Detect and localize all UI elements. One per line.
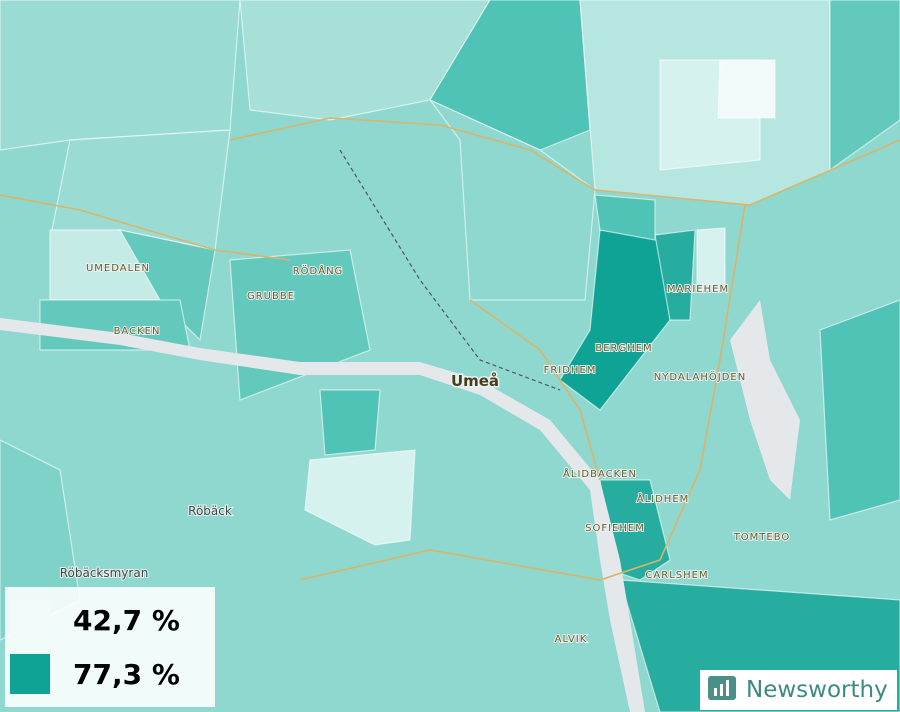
lake — [730, 300, 800, 500]
region — [654, 229, 696, 321]
place-label: NYDALAHÖJDEN — [654, 370, 746, 383]
region — [239, 0, 491, 121]
place-label: SOFIEHEM — [585, 523, 645, 534]
place-labels: Umeå UMEDALEN BACKEN RÖDÅNG GRUBBE MARIE… — [59, 262, 791, 646]
place-label: UMEDALEN — [86, 263, 150, 274]
place-label: GRUBBE — [247, 291, 295, 302]
place-label: RÖDÅNG — [293, 264, 344, 277]
place-label: TOMTEBO — [733, 532, 791, 543]
lakes — [0, 300, 800, 712]
region — [429, 0, 591, 151]
region — [594, 194, 656, 241]
icon-bar — [726, 680, 729, 696]
legend-rows: 42,7 % 77,3 % — [5, 599, 215, 695]
region — [0, 0, 241, 151]
legend-row: 77,3 % — [10, 653, 215, 695]
region — [829, 0, 900, 172]
road — [0, 194, 291, 261]
place-label: MARIEHEM — [667, 284, 729, 295]
brand-icon — [708, 676, 736, 700]
roads — [0, 117, 900, 581]
brand-name: Newsworthy — [746, 677, 888, 703]
region — [118, 229, 216, 342]
place-label: Röbäcksmyran — [60, 566, 149, 580]
place-label: FRIDHEM — [544, 365, 597, 376]
region — [429, 99, 596, 301]
legend-swatch — [10, 600, 50, 640]
icon-bar — [720, 684, 723, 696]
place-label: ÅLIDBACKEN — [563, 467, 637, 480]
road — [299, 204, 746, 581]
place-label: BERGHEM — [595, 343, 652, 354]
place-label: ALVIK — [555, 634, 588, 645]
brand-logo: Newsworthy — [700, 670, 897, 710]
legend: 42,7 % 77,3 % — [5, 587, 215, 707]
place-label: ÅLIDHEM — [637, 492, 690, 505]
legend-label: 77,3 % — [73, 657, 180, 691]
road — [469, 299, 601, 481]
place-label: Umeå — [451, 372, 499, 390]
road — [229, 117, 900, 206]
place-label: CARLSHEM — [645, 570, 708, 581]
region — [304, 449, 416, 546]
railway — [339, 149, 561, 391]
region — [717, 59, 776, 119]
place-label: Röbäck — [188, 504, 232, 518]
region — [819, 299, 900, 521]
region — [319, 389, 381, 456]
legend-label: 42,7 % — [73, 603, 180, 637]
legend-swatch — [10, 654, 50, 694]
icon-bar — [714, 688, 717, 696]
place-label: BACKEN — [114, 326, 161, 337]
legend-row: 42,7 % — [10, 599, 215, 641]
region — [696, 227, 726, 291]
